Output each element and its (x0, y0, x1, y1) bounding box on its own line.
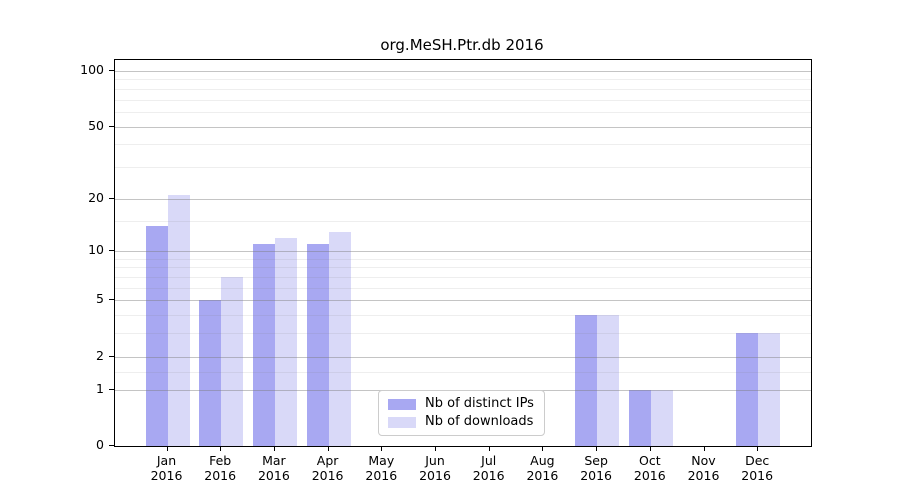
x-tick-label: Jul 2016 (472, 453, 505, 483)
y-tick-mark (109, 388, 114, 390)
y-tick-mark (109, 125, 114, 127)
x-tick-label: Dec 2016 (741, 453, 774, 483)
y-tick-mark (109, 445, 114, 446)
x-tick-label: Jan 2016 (150, 453, 183, 483)
downloads-swatch-icon (388, 416, 416, 428)
legend-item-downloads: Nb of downloads (388, 414, 535, 430)
x-tick-label: Aug 2016 (526, 453, 559, 483)
y-tick-mark (109, 197, 114, 199)
gridline-minor (115, 220, 811, 222)
x-tick-mark (220, 446, 222, 451)
legend-label: Nb of downloads (425, 414, 534, 429)
bar-dec-downloads (758, 333, 781, 446)
bar-mar-distinct-ips (252, 244, 275, 446)
gridline-major (115, 300, 811, 302)
x-tick-mark (381, 446, 383, 451)
bar-sep-distinct-ips (575, 315, 598, 446)
x-tick-mark (166, 446, 168, 451)
x-tick-label: Feb 2016 (204, 453, 237, 483)
gridline-major (115, 356, 811, 358)
bar-apr-downloads (328, 231, 351, 446)
distinct-ips-swatch-icon (388, 398, 416, 410)
bar-dec-distinct-ips (736, 333, 759, 446)
y-tick-label: 20 (88, 189, 104, 205)
gridline-minor (115, 333, 811, 335)
legend-label: Nb of distinct IPs (425, 396, 534, 411)
y-tick-label: 1 (96, 380, 104, 396)
gridline-minor (115, 144, 811, 146)
x-tick-mark (435, 446, 436, 451)
bar-feb-distinct-ips (199, 300, 222, 446)
gridline-major (115, 251, 811, 253)
bar-mar-downloads (274, 237, 297, 446)
bar-jan-downloads (167, 194, 190, 446)
bar-feb-downloads (221, 277, 244, 446)
gridline-minor (115, 277, 811, 279)
x-tick-label: Mar 2016 (257, 453, 290, 483)
x-tick-mark (488, 446, 490, 451)
legend: Nb of distinct IPs Nb of downloads (378, 390, 545, 436)
plot-area (114, 59, 812, 447)
gridline-minor (115, 99, 811, 101)
bar-apr-distinct-ips (306, 244, 329, 446)
y-tick-label: 0 (96, 437, 104, 452)
legend-item-distinct-ips: Nb of distinct IPs (388, 396, 535, 412)
x-tick-mark (542, 446, 544, 451)
gridline-major (115, 126, 811, 128)
x-tick-label: Jun 2016 (419, 453, 451, 483)
x-tick-label: Sep 2016 (580, 453, 612, 483)
gridline-minor (115, 111, 811, 113)
y-tick-label: 50 (88, 117, 104, 133)
gridline-minor (115, 267, 811, 269)
y-tick-label: 100 (80, 62, 104, 77)
x-tick-mark (703, 446, 705, 451)
x-tick-mark (596, 446, 598, 451)
x-tick-mark (649, 446, 651, 451)
y-tick-mark (109, 299, 114, 301)
x-tick-mark (757, 446, 759, 451)
chart-title: org.MeSH.Ptr.db 2016 (380, 36, 544, 54)
gridline-minor (115, 371, 811, 373)
gridline-minor (115, 88, 811, 90)
bar-sep-downloads (597, 315, 620, 446)
gridline-major (115, 198, 811, 200)
gridline-major (115, 71, 811, 72)
bar-oct-downloads (650, 389, 673, 446)
y-tick-label: 2 (96, 347, 104, 363)
gridline-minor (115, 287, 811, 289)
x-tick-label: May 2016 (365, 453, 398, 483)
x-tick-label: Nov 2016 (687, 453, 720, 483)
gridline-minor (115, 166, 811, 168)
y-tick-mark (109, 250, 114, 252)
y-tick-mark (109, 70, 114, 71)
bar-oct-distinct-ips (628, 389, 651, 446)
bar-jan-distinct-ips (145, 225, 168, 446)
gridline-minor (115, 79, 811, 81)
gridline-minor (115, 315, 811, 317)
y-tick-label: 5 (96, 291, 104, 307)
y-tick-mark (109, 355, 114, 357)
x-tick-mark (273, 446, 275, 451)
y-tick-label: 10 (88, 242, 104, 258)
x-tick-label: Oct 2016 (633, 453, 666, 483)
x-tick-mark (327, 446, 329, 451)
gridline-minor (115, 258, 811, 260)
x-tick-label: Apr 2016 (311, 453, 344, 483)
